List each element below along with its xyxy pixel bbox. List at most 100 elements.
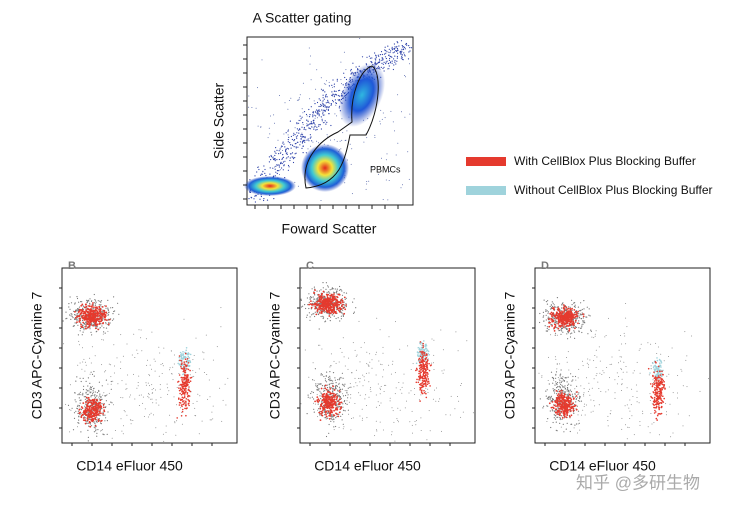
event-dot [70,302,73,304]
event-dot [334,395,336,397]
event-dot [98,406,101,409]
event-dot [274,157,276,160]
event-dot [80,409,83,411]
event-dot [94,312,97,314]
event-dot [377,61,379,63]
event-dot [635,384,637,386]
event-dot [281,158,283,160]
event-dot [336,404,338,406]
event-dot [325,93,327,96]
event-dot [87,414,89,417]
event-dot [329,397,331,399]
event-dot [120,368,122,369]
event-dot [286,153,288,155]
gate [304,65,379,189]
event-dot [189,374,191,376]
density [301,144,349,192]
event-dot [180,398,182,401]
event-dot [396,47,399,50]
event-dot [170,350,172,352]
event-dot [340,388,342,391]
event-dot [78,301,80,303]
event-dot [97,414,100,416]
event-dot [295,146,297,148]
event-dot [78,306,81,308]
event-dot [95,409,97,412]
event-dot [462,411,464,413]
event-dot [106,394,108,396]
event-dot [98,398,100,400]
event-dot [331,297,334,299]
event-dot [338,386,341,388]
event-dot [322,317,324,320]
event-dot [596,373,598,375]
event-dot [89,388,91,390]
event-dot [383,70,385,72]
event-dot [287,108,289,110]
event-dot [266,199,269,201]
event-dot [589,394,591,396]
event-dot [306,125,308,127]
event-dot [273,158,275,160]
event-dot [377,54,379,56]
event-dot [341,294,344,296]
event-dot [366,56,368,58]
event-dot [317,398,320,401]
event-dot [361,56,364,58]
event-dot [89,425,92,428]
event-dot [336,290,338,292]
event-dot [561,304,563,306]
event-dot [418,399,420,401]
event-dot [364,398,366,400]
event-dot [94,405,97,408]
event-dot [300,403,302,405]
event-dot [418,347,421,350]
event-dot [308,293,310,295]
event-dot [587,364,589,366]
event-dot [182,357,185,360]
event-dot [94,414,96,417]
event-dot [85,307,87,309]
event-dot [308,108,310,111]
event-dot [609,364,611,365]
event-dot [274,154,276,157]
event-dot [263,198,265,200]
event-dot [318,290,321,292]
event-dot [94,395,96,397]
event-dot [103,331,105,333]
event-dot [126,388,128,390]
event-dot [304,349,306,351]
event-dot [207,398,208,400]
event-dot [329,292,331,294]
event-dot [298,132,300,134]
event-dot [388,59,390,62]
event-dot [202,351,204,353]
event-dot [553,304,555,306]
event-dot [108,322,110,324]
event-dot [104,305,106,307]
event-dot [220,326,222,328]
event-dot [552,317,554,319]
event-dot [282,161,285,163]
event-dot [320,398,322,400]
event-dot [90,387,92,389]
event-dot [330,404,333,407]
event-dot [639,424,641,426]
event-dot [79,402,81,404]
event-dot [425,392,427,395]
event-dot [85,421,87,423]
y-axis-label: CD3 APC-Cyanine 7 [267,291,283,419]
event-dot [350,68,352,71]
event-dot [572,327,574,329]
event-dot [314,315,316,318]
event-dot [333,418,335,420]
event-dot [458,400,460,402]
event-dot [289,144,292,146]
event-dot [270,156,272,158]
event-dot [330,103,332,105]
event-dot [183,363,185,365]
event-dot [445,414,447,416]
event-dot [100,430,102,432]
event-dot [393,48,395,50]
